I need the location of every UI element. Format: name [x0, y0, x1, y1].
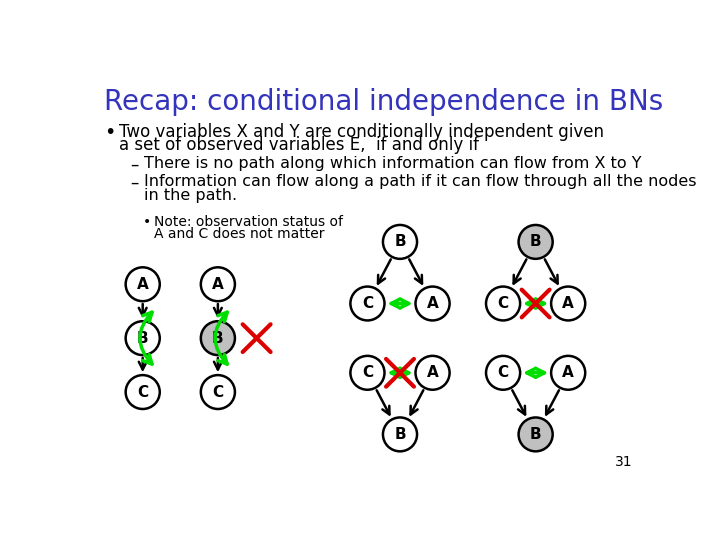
Text: A: A — [212, 276, 224, 292]
Circle shape — [126, 321, 160, 355]
Text: –: – — [130, 156, 139, 174]
Circle shape — [415, 356, 449, 390]
Text: B: B — [394, 427, 406, 442]
Text: B: B — [137, 330, 148, 346]
Circle shape — [201, 321, 235, 355]
Text: C: C — [362, 296, 373, 311]
Text: C: C — [498, 365, 508, 380]
Text: Note: observation status of: Note: observation status of — [153, 215, 343, 229]
Text: a set of observed variables E,  if and only if: a set of observed variables E, if and on… — [120, 137, 480, 154]
Text: A: A — [427, 365, 438, 380]
Text: B: B — [530, 234, 541, 249]
Text: C: C — [137, 384, 148, 400]
Text: C: C — [212, 384, 223, 400]
Text: •: • — [104, 123, 115, 141]
Text: There is no path along which information can flow from X to Y: There is no path along which information… — [144, 156, 642, 171]
Text: A and C does not matter: A and C does not matter — [153, 227, 324, 241]
Circle shape — [383, 417, 417, 451]
Text: •: • — [143, 215, 151, 229]
Circle shape — [126, 267, 160, 301]
Text: A: A — [427, 296, 438, 311]
Text: C: C — [362, 365, 373, 380]
Text: A: A — [562, 296, 574, 311]
Circle shape — [126, 375, 160, 409]
Circle shape — [383, 225, 417, 259]
Circle shape — [486, 287, 520, 320]
Circle shape — [551, 356, 585, 390]
Text: Information can flow along a path if it can flow through all the nodes: Information can flow along a path if it … — [144, 174, 697, 189]
Text: B: B — [530, 427, 541, 442]
Text: in the path.: in the path. — [144, 188, 238, 203]
Circle shape — [201, 375, 235, 409]
Circle shape — [486, 356, 520, 390]
Text: Two variables X and Y are conditionally independent given: Two variables X and Y are conditionally … — [120, 123, 605, 140]
Circle shape — [518, 417, 553, 451]
Circle shape — [518, 225, 553, 259]
Circle shape — [351, 356, 384, 390]
Text: 31: 31 — [615, 455, 632, 469]
Circle shape — [551, 287, 585, 320]
Text: Recap: conditional independence in BNs: Recap: conditional independence in BNs — [104, 88, 663, 116]
Text: –: – — [130, 174, 139, 192]
Text: A: A — [137, 276, 148, 292]
Text: C: C — [498, 296, 508, 311]
Text: A: A — [562, 365, 574, 380]
Text: B: B — [394, 234, 406, 249]
Circle shape — [351, 287, 384, 320]
Circle shape — [415, 287, 449, 320]
Circle shape — [201, 267, 235, 301]
Text: B: B — [212, 330, 224, 346]
